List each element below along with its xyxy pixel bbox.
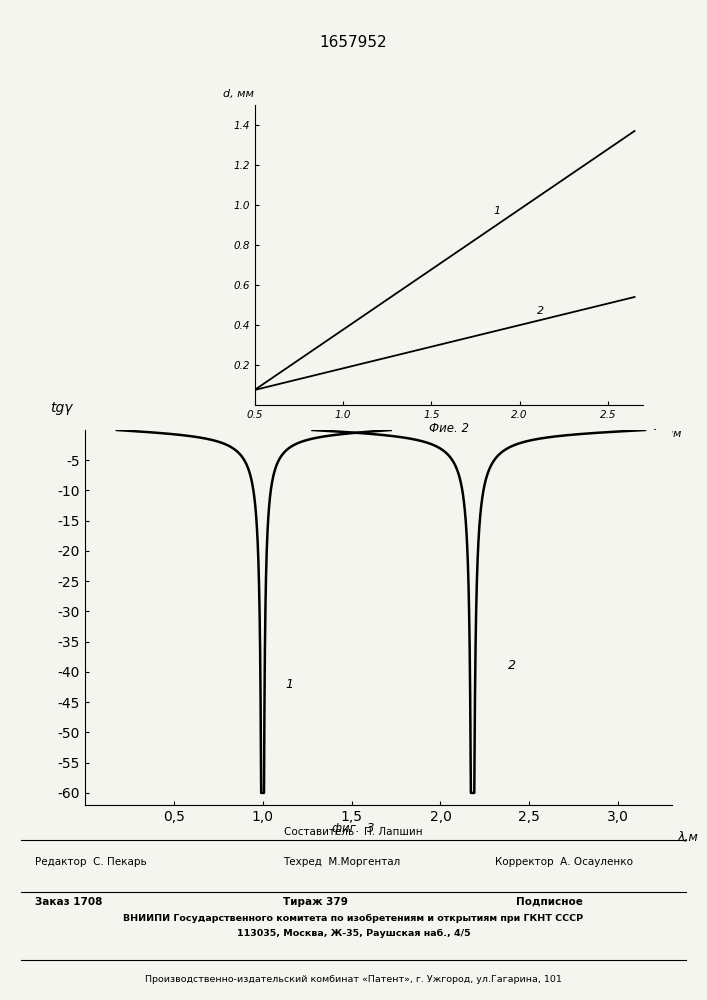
Text: Техред  М.Моргентал: Техред М.Моргентал [283,857,400,867]
Text: Производственно-издательский комбинат «Патент», г. Ужгород, ул.Гагарина, 101: Производственно-издательский комбинат «П… [145,976,562,984]
Text: d, мм: d, мм [223,89,255,99]
Text: 2: 2 [537,306,544,316]
Text: Составитель   П. Лапшин: Составитель П. Лапшин [284,827,423,837]
Text: Заказ 1708: Заказ 1708 [35,897,103,907]
Text: 1: 1 [286,678,294,691]
Text: Подписное: Подписное [516,897,583,907]
Text: Фие. 2: Фие. 2 [429,422,469,435]
Text: tgγ: tgγ [49,401,72,415]
Text: Редактор  С. Пекарь: Редактор С. Пекарь [35,857,147,867]
Text: фиг.  3: фиг. 3 [332,822,375,835]
Text: 1657952: 1657952 [320,35,387,50]
Text: Тираж 379: Тираж 379 [283,897,348,907]
Text: Корректор  А. Осауленко: Корректор А. Осауленко [495,857,633,867]
Text: ВНИИПИ Государственного комитета по изобретениям и открытиям при ГКНТ СССР: ВНИИПИ Государственного комитета по изоб… [124,913,583,923]
Text: λ, мм: λ, мм [651,429,682,439]
Text: 1: 1 [493,206,501,216]
Text: 113035, Москва, Ж-35, Раушская наб., 4/5: 113035, Москва, Ж-35, Раушская наб., 4/5 [237,928,470,938]
Text: 2: 2 [508,659,516,672]
Text: λ,м: λ,м [677,831,699,844]
